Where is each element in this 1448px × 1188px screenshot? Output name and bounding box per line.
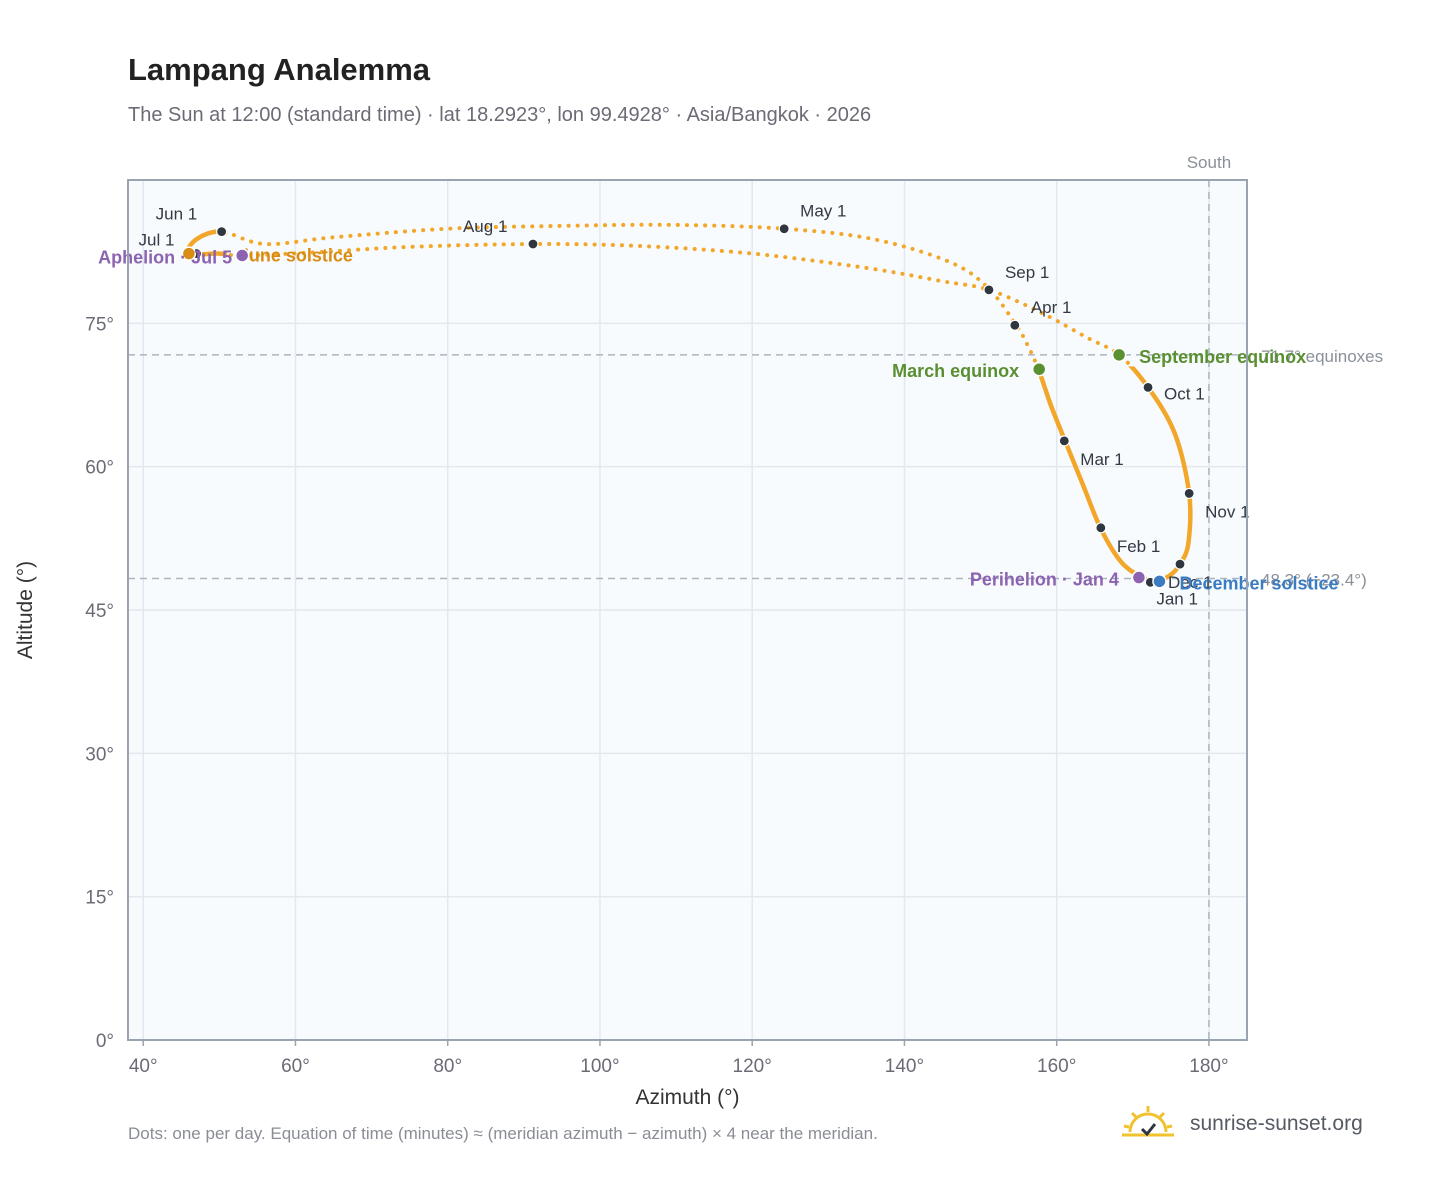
x-tick-label: 40° xyxy=(129,1056,158,1077)
month-marker-dot xyxy=(1183,487,1195,500)
y-tick-label: 15° xyxy=(85,888,114,909)
month-marker-label: Mar 1 xyxy=(1080,450,1123,469)
event-label: Aphelion · Jul 5 xyxy=(98,247,232,267)
month-marker-dot xyxy=(1142,381,1154,393)
y-axis-ticks: 0° 15° 30° 45° 60° 75° xyxy=(85,314,114,1052)
brand-name: sunrise-sunset.org xyxy=(1190,1112,1363,1135)
y-tick-label: 75° xyxy=(85,314,114,335)
x-tick-label: 160° xyxy=(1037,1056,1076,1077)
south-label: South xyxy=(1187,153,1231,172)
month-marker-label: Aug 1 xyxy=(463,217,507,236)
event-label: March equinox xyxy=(892,361,1019,381)
x-tick-label: 140° xyxy=(885,1056,924,1077)
y-tick-label: 30° xyxy=(85,744,114,765)
y-tick-label: 0° xyxy=(96,1031,114,1052)
x-tick-label: 100° xyxy=(580,1056,619,1077)
x-tick-label: 180° xyxy=(1189,1056,1228,1077)
month-marker-label: Jan 1 xyxy=(1156,589,1198,608)
chart-title: Lampang Analemma xyxy=(128,52,431,87)
month-marker-dot xyxy=(1009,319,1021,331)
x-tick-label: 60° xyxy=(281,1056,310,1077)
chart-subtitle: The Sun at 12:00 (standard time) · lat 1… xyxy=(128,104,872,126)
month-marker-label: Apr 1 xyxy=(1031,298,1072,317)
event-marker-dot xyxy=(1031,361,1047,377)
event-markers: March equinox September equinox June solst… xyxy=(98,246,1338,594)
month-marker-label: Dec 1 xyxy=(1168,573,1212,592)
month-marker-dot xyxy=(216,226,228,238)
event-marker-dot xyxy=(234,248,250,263)
month-marker-dot xyxy=(983,284,995,296)
month-marker-label: Sep 1 xyxy=(1005,263,1049,282)
y-tick-label: 45° xyxy=(85,601,114,622)
event-marker-dot xyxy=(181,246,197,261)
month-marker-label: Feb 1 xyxy=(1117,537,1160,556)
month-marker-label: Oct 1 xyxy=(1164,384,1205,403)
sun-logo-icon xyxy=(1122,1106,1174,1137)
analemma-daily-dots xyxy=(185,222,1193,584)
month-marker-dot xyxy=(1058,435,1070,447)
x-axis-ticks: 40° 60° 80° 100° 120° 140° 160° 180° xyxy=(129,1040,1229,1077)
event-label: Perihelion · Jan 4 xyxy=(970,570,1119,590)
event-label: September equinox xyxy=(1139,347,1306,367)
brand[interactable]: sunrise-sunset.org xyxy=(1120,1102,1363,1146)
reference-lines: South 71.7° equinoxes 48.3° (−23.4°) xyxy=(128,153,1383,1040)
footnote: Dots: one per day. Equation of time (min… xyxy=(128,1124,878,1143)
month-marker-dot xyxy=(1095,522,1107,534)
month-marker-dot xyxy=(527,238,539,250)
x-axis-title: Azimuth (°) xyxy=(635,1086,739,1109)
month-markers: Jan 1 Feb 1 Mar 1 Apr 1 May 1 Jun 1 Jul 1 Aug 1… xyxy=(139,202,1250,609)
month-marker-dot xyxy=(1174,558,1186,570)
event-label: June solstice xyxy=(239,246,353,266)
month-marker-label: Nov 1 xyxy=(1205,502,1249,521)
month-marker-dot xyxy=(778,223,790,235)
x-tick-label: 120° xyxy=(733,1056,772,1077)
event-marker-dot xyxy=(1111,347,1127,363)
december-solstice-altitude-label: 48.3° (−23.4°) xyxy=(1261,570,1367,589)
month-marker-label: May 1 xyxy=(800,202,846,221)
event-marker-dot xyxy=(1131,570,1147,585)
x-tick-label: 80° xyxy=(433,1056,462,1077)
y-tick-label: 60° xyxy=(85,458,114,479)
event-marker-dot xyxy=(1152,574,1167,589)
month-marker-label: Jul 1 xyxy=(139,231,175,250)
plot-frame xyxy=(127,179,1248,1041)
month-marker-label: Jun 1 xyxy=(156,205,198,224)
equinox-altitude-label: 71.7° equinoxes xyxy=(1261,347,1383,366)
event-label: December solstice xyxy=(1179,573,1338,593)
y-axis-title: Altitude (°) xyxy=(14,561,37,659)
